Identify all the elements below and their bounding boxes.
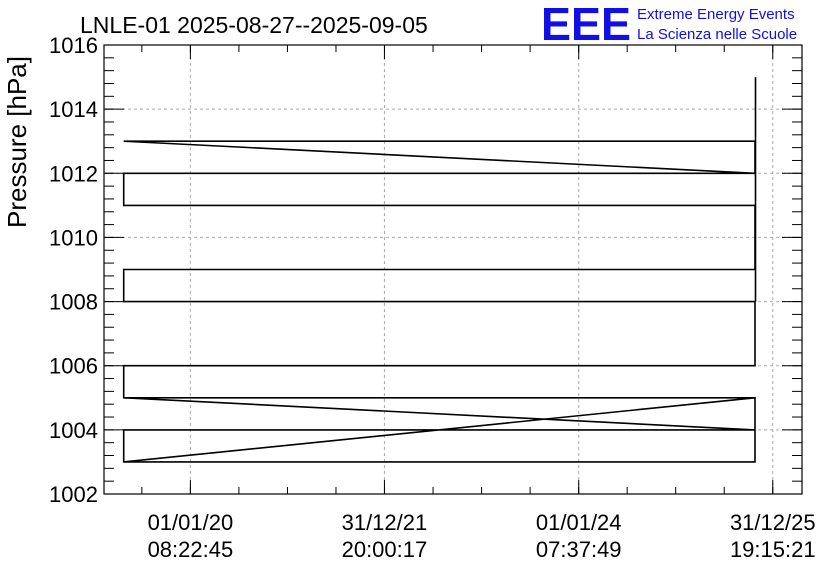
y-tick-label: 1006: [49, 354, 98, 379]
x-tick-label-date: 01/01/24: [536, 510, 622, 535]
y-tick-label: 1014: [49, 97, 98, 122]
x-tick-label-date: 31/12/21: [342, 510, 428, 535]
tick-layer: [104, 44, 802, 495]
y-tick-label: 1016: [49, 33, 98, 58]
logo-mark: EEE: [541, 0, 631, 50]
pressure-series-line: [122, 140, 756, 463]
x-tick-label-date: 31/12/25: [730, 510, 816, 535]
y-tick-label: 1012: [49, 161, 98, 186]
x-tick-label-time: 08:22:45: [148, 537, 234, 562]
y-tick-label: 1010: [49, 225, 98, 250]
eee-logo: EEE Extreme Energy Events La Scienza nel…: [541, 0, 797, 50]
x-tick-label-time: 20:00:17: [342, 537, 428, 562]
x-tick-label-date: 01/01/20: [148, 510, 234, 535]
x-tick-label-time: 19:15:21: [730, 537, 816, 562]
y-axis-label: Pressure [hPa]: [2, 56, 32, 228]
y-tick-label: 1008: [49, 290, 98, 315]
logo-line-1: Extreme Energy Events: [637, 6, 795, 23]
y-tick-label: 1004: [49, 418, 98, 443]
tick-label-layer: 1002 1004 1006 1008 1010 1012 1014 1016 01/01/20…: [49, 33, 816, 562]
logo-line-2: La Scienza nelle Scuole: [637, 26, 797, 43]
x-tick-label-time: 07:37:49: [536, 537, 622, 562]
data-layer: [122, 77, 757, 463]
plot-frame: [103, 44, 803, 495]
y-tick-label: 1002: [49, 482, 98, 507]
chart-title: LNLE-01 2025-08-27--2025-09-05: [80, 12, 428, 38]
